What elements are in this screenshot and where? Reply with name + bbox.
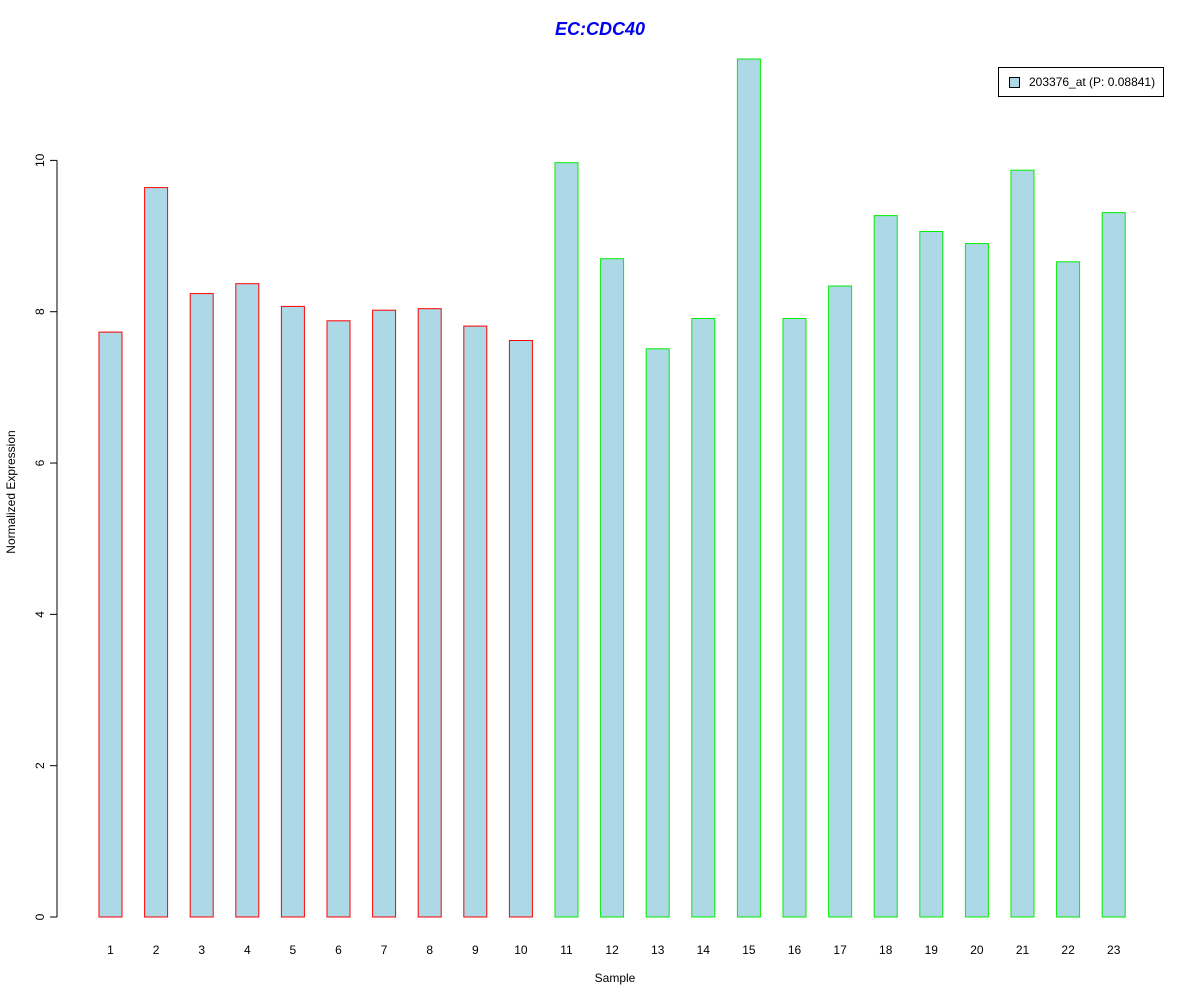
legend: 203376_at (P: 0.08841) xyxy=(998,67,1164,97)
bar-sample-9 xyxy=(463,325,488,918)
bar-sample-2 xyxy=(144,187,169,918)
bar-sample-5 xyxy=(280,305,305,918)
bar-sample-13 xyxy=(645,348,670,918)
x-tick-label: 8 xyxy=(426,943,433,957)
x-tick-label: 19 xyxy=(925,943,939,957)
legend-label: 203376_at (P: 0.08841) xyxy=(1029,75,1156,89)
bar-sample-11 xyxy=(554,162,579,918)
x-tick-label: 22 xyxy=(1061,943,1075,957)
bar-sample-8 xyxy=(417,308,442,918)
bar-sample-14 xyxy=(691,318,716,918)
bar-sample-15 xyxy=(736,58,761,918)
x-tick-label: 7 xyxy=(381,943,388,957)
bar-sample-18 xyxy=(873,215,898,918)
x-tick-label: 16 xyxy=(788,943,802,957)
x-tick-label: 9 xyxy=(472,943,479,957)
y-tick-label: 6 xyxy=(33,459,47,466)
bar-sample-3 xyxy=(189,293,214,918)
y-tick-label: 4 xyxy=(33,611,47,618)
bar-sample-22 xyxy=(1056,261,1081,918)
x-tick-label: 4 xyxy=(244,943,251,957)
bar-sample-12 xyxy=(600,258,625,918)
y-tick-label: 10 xyxy=(33,153,47,167)
x-tick-label: 14 xyxy=(697,943,711,957)
x-tick-label: 5 xyxy=(290,943,297,957)
bar-sample-21 xyxy=(1010,169,1035,918)
y-tick-label: 2 xyxy=(33,762,47,769)
x-tick-label: 13 xyxy=(651,943,665,957)
x-tick-label: 12 xyxy=(605,943,619,957)
x-tick-label: 11 xyxy=(560,943,573,957)
x-tick-label: 2 xyxy=(153,943,160,957)
x-tick-label: 10 xyxy=(514,943,528,957)
bar-sample-6 xyxy=(326,320,351,918)
y-axis-label: Normalized Expression xyxy=(4,430,18,554)
legend-swatch xyxy=(1009,76,1020,88)
y-tick-label: 8 xyxy=(33,308,47,315)
bar-sample-10 xyxy=(508,340,533,918)
bar-sample-4 xyxy=(235,283,260,918)
bar-sample-19 xyxy=(919,231,944,918)
x-tick-label: 3 xyxy=(198,943,205,957)
y-axis: 0 2 4 6 8 10 xyxy=(33,153,58,920)
bar-sample-1 xyxy=(98,331,123,918)
x-axis-label: Sample xyxy=(594,971,636,985)
bar-sample-23 xyxy=(1101,212,1126,918)
bar-sample-16 xyxy=(782,318,807,918)
x-tick-label: 20 xyxy=(970,943,984,957)
x-tick-label: 15 xyxy=(742,943,756,957)
x-tick-label: 21 xyxy=(1016,943,1030,957)
x-tick-label: 17 xyxy=(833,943,847,957)
bar-sample-20 xyxy=(964,243,989,918)
x-tick-labels: 1 2 3 4 5 6 7 8 9 10 11 12 13 14 15 16 17 18 19 20 21 22 23 xyxy=(107,943,1121,957)
bar-sample-17 xyxy=(828,285,853,918)
x-tick-label: 18 xyxy=(879,943,893,957)
bar-sample-7 xyxy=(372,309,397,918)
x-tick-label: 6 xyxy=(335,943,342,957)
x-tick-label: 1 xyxy=(107,943,114,957)
x-tick-label: 23 xyxy=(1107,943,1121,957)
y-tick-label: 0 xyxy=(33,913,47,920)
chart-title: EC:CDC40 xyxy=(554,19,646,39)
bars xyxy=(98,58,1126,918)
